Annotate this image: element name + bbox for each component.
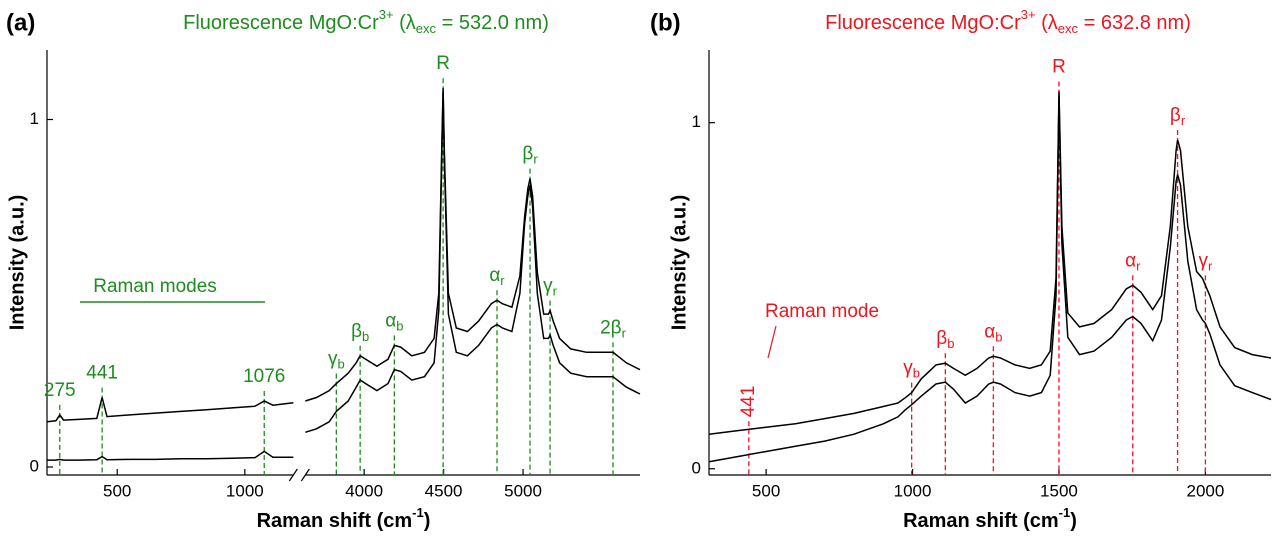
peak-symbol: R [1052, 57, 1066, 78]
peak-label: 441 [738, 386, 759, 418]
text-segment: ) [1070, 510, 1077, 532]
axis-break [300, 468, 310, 482]
peak-subscript: r [1181, 113, 1186, 128]
peak-subscript: r [553, 284, 558, 299]
peak-symbol: α [489, 265, 500, 286]
panel-label: (b) [650, 9, 681, 36]
text-segment: = 532.0 nm) [436, 12, 549, 34]
text-segment: (λ [1036, 12, 1058, 34]
peak-subscript: r [622, 326, 627, 341]
peak-label: R [436, 53, 450, 74]
x-axis-title: Raman shift (cm-1) [257, 505, 431, 532]
text-segment: exc [416, 21, 437, 36]
x-tick-label: 1000 [894, 481, 932, 500]
annotation: Raman modes [93, 276, 217, 297]
y-tick-label: 1 [30, 109, 39, 128]
x-tick-label: 2000 [1186, 481, 1224, 500]
peak-subscript: r [1136, 259, 1141, 274]
peak-symbol: γ [1198, 250, 1208, 271]
peak-label: 275 [44, 380, 76, 401]
peak-symbol: α [385, 310, 396, 331]
peak-label: R [1052, 57, 1066, 78]
peak-label: 2βr [600, 317, 627, 340]
spectrum-line [47, 91, 641, 461]
text-segment: = 632.8 nm) [1078, 12, 1191, 34]
y-tick-label: 0 [30, 456, 39, 475]
panel-label: (a) [6, 9, 35, 36]
peak-subscript: b [995, 330, 1002, 345]
peak-label: αb [385, 310, 403, 333]
peak-label: αr [489, 265, 505, 288]
x-tick-label: 1500 [1040, 481, 1078, 500]
peak-symbol: γ [328, 349, 338, 370]
peak-label: αb [984, 321, 1002, 344]
x-tick-label: 500 [752, 481, 780, 500]
x-tick-label: 4500 [425, 481, 463, 500]
peak-label: βr [522, 144, 538, 167]
text-segment: Fluorescence MgO:Cr [183, 12, 379, 34]
text-segment: ) [424, 510, 431, 532]
y-axis-title: Intensity (a.u.) [6, 195, 28, 331]
y-tick-label: 1 [692, 112, 701, 131]
text-segment: Fluorescence MgO:Cr [825, 12, 1021, 34]
peak-symbol: α [984, 321, 995, 342]
peak-label: γb [903, 358, 920, 381]
axis-break [288, 468, 298, 482]
peak-symbol: γ [903, 358, 913, 379]
text-segment: exc [1058, 21, 1079, 36]
peak-subscript: b [913, 366, 920, 381]
peak-label: αr [1125, 250, 1141, 273]
peak-symbol: β [1170, 105, 1181, 126]
text-segment: Raman shift (cm [257, 510, 413, 532]
x-tick-label: 1000 [226, 481, 264, 500]
text-segment: (λ [394, 12, 416, 34]
peak-symbol: β [936, 328, 947, 349]
peak-subscript: b [362, 329, 369, 344]
y-tick-label: 0 [692, 458, 701, 477]
x-tick-label: 4000 [345, 481, 383, 500]
peak-label: βb [351, 321, 369, 344]
text-segment: 3+ [1021, 7, 1036, 22]
text-segment: 3+ [379, 7, 394, 22]
peak-subscript: r [1208, 259, 1213, 274]
peak-label: 1076 [243, 366, 285, 387]
text-segment: Raman shift (cm [903, 510, 1059, 532]
spectrum-line [708, 94, 1272, 463]
spectrum-line [46, 88, 641, 423]
peak-subscript: b [947, 337, 954, 352]
peak-symbol: R [436, 53, 450, 74]
peak-symbol: 2β [600, 317, 622, 338]
peak-label: βr [1170, 105, 1186, 128]
peak-label: 441 [86, 363, 118, 384]
peak-label: γr [1198, 250, 1213, 273]
text-segment: -1 [412, 505, 424, 520]
x-axis-title: Raman shift (cm-1) [903, 505, 1077, 532]
chart-title: Fluorescence MgO:Cr3+ (λexc = 632.8 nm) [825, 7, 1191, 36]
text-segment: -1 [1059, 505, 1071, 520]
peak-symbol: β [351, 321, 362, 342]
x-tick-label: 5000 [504, 481, 542, 500]
raman-mode-pointer [767, 325, 777, 359]
peak-label: γr [543, 276, 558, 299]
peak-subscript: b [396, 319, 403, 334]
peak-label: βb [936, 328, 954, 351]
annotation: Raman mode [765, 301, 879, 322]
peak-symbol: γ [543, 276, 553, 297]
peak-subscript: r [500, 274, 505, 289]
peak-symbol: β [522, 144, 533, 165]
peak-subscript: b [337, 357, 344, 372]
chart-title: Fluorescence MgO:Cr3+ (λexc = 532.0 nm) [183, 7, 549, 36]
peak-subscript: r [533, 152, 538, 167]
peak-label: γb [328, 349, 345, 372]
peak-symbol: α [1125, 250, 1136, 271]
x-tick-label: 500 [103, 481, 131, 500]
y-axis-title: Intensity (a.u.) [668, 195, 690, 331]
